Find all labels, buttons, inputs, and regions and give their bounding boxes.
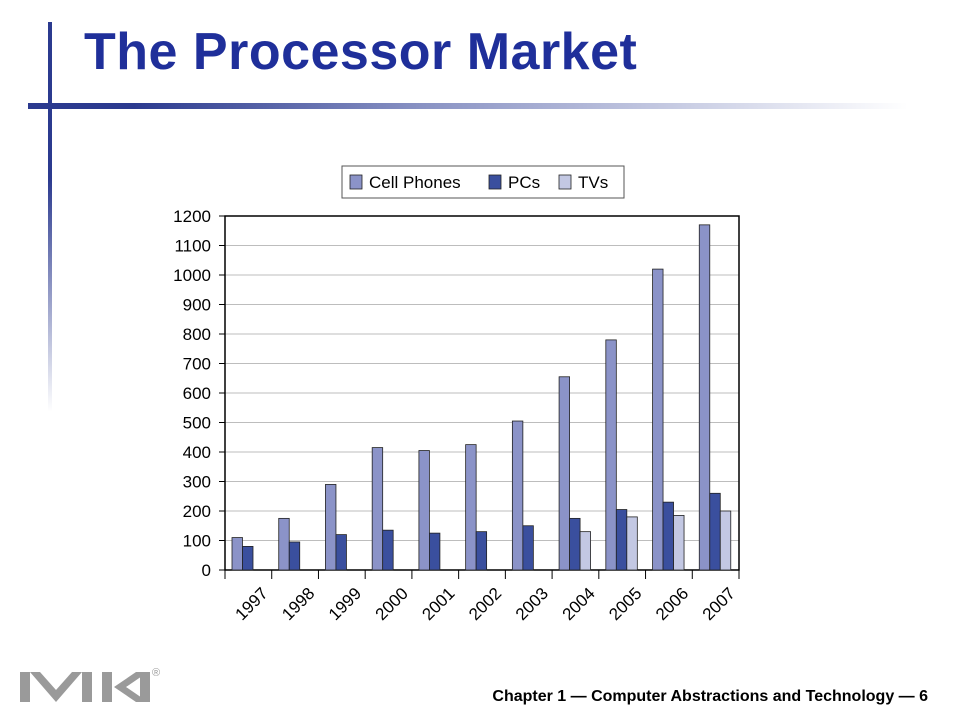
x-axis-ticks: 1997 1998 1999 2000 2001 2002 2003 2004 2005 2006… [224, 570, 740, 624]
bar-cell-phones [511, 420, 524, 571]
x-tick-label: 2005 [605, 584, 645, 624]
x-tick-label: 1999 [325, 584, 365, 624]
bar-cell-phones [231, 537, 243, 571]
bar-cell-phones [698, 224, 711, 571]
x-tick-label: 2003 [512, 584, 552, 624]
bar-pcs [475, 531, 488, 571]
y-tick-label: 1200 [173, 207, 211, 226]
y-tick-label: 600 [183, 384, 211, 403]
y-axis-ticks: 0 100 200 300 400 500 600 700 800 900 1000 1100 1200 [173, 207, 225, 580]
legend: Cell Phones PCs TVs [341, 165, 625, 199]
bar-pcs [662, 501, 674, 571]
bar-cell-phones [652, 268, 664, 571]
bar-pcs [615, 509, 628, 571]
y-tick-label: 200 [183, 502, 211, 521]
bar-cell-phones [465, 444, 477, 571]
x-tick-label: 2006 [652, 584, 692, 624]
y-tick-label: 300 [183, 473, 211, 492]
bar-tvs [626, 516, 638, 571]
legend-label: TVs [578, 173, 608, 192]
y-tick-label: 400 [183, 443, 211, 462]
bar-cell-phones [325, 484, 337, 571]
legend-label: PCs [508, 173, 540, 192]
x-tick-label: 2000 [372, 584, 412, 624]
y-tick-label: 1100 [174, 237, 211, 256]
bar-cell-phones [558, 376, 570, 571]
bar-pcs [382, 529, 394, 571]
bar-tvs [673, 515, 685, 571]
legend-box [341, 165, 625, 199]
x-tick-label: 1997 [231, 584, 271, 624]
bar-pcs [335, 534, 347, 571]
y-tick-label: 1000 [173, 266, 211, 285]
legend-swatch [488, 174, 502, 190]
bar-cell-phones [605, 339, 617, 571]
title-vertical-accent [48, 22, 52, 412]
bar-cell-phones [418, 450, 430, 571]
bar-pcs [242, 546, 254, 571]
mk-publisher-logo-icon: ® [20, 667, 160, 702]
y-tick-label: 700 [183, 355, 211, 374]
y-tick-label: 900 [183, 296, 211, 315]
x-tick-label: 2001 [418, 584, 458, 624]
y-tick-label: 800 [183, 325, 211, 344]
slide-title: The Processor Market [84, 23, 638, 81]
y-tick-label: 0 [202, 561, 211, 580]
bar-pcs [288, 541, 301, 571]
bar-cell-phones [371, 447, 384, 571]
slide-footer: Chapter 1 — Computer Abstractions and Te… [492, 688, 928, 705]
title-underline-accent [28, 103, 908, 109]
legend-swatch [558, 174, 572, 190]
bar-cell-phones [278, 517, 290, 571]
bar-tvs [579, 531, 591, 571]
bars [231, 224, 732, 571]
bar-pcs [429, 532, 441, 571]
x-tick-label: 2007 [699, 584, 739, 624]
x-tick-label: 2002 [465, 584, 505, 624]
bar-tvs [719, 510, 732, 571]
y-tick-label: 100 [183, 532, 211, 551]
bar-pcs [709, 492, 721, 571]
y-tick-label: 500 [183, 414, 211, 433]
x-tick-label: 1998 [278, 584, 318, 624]
bar-pcs [522, 525, 534, 571]
bar-pcs [569, 517, 581, 571]
legend-label: Cell Phones [369, 173, 461, 192]
registered-mark: ® [152, 667, 160, 679]
x-tick-label: 2004 [559, 584, 599, 624]
legend-swatch [349, 174, 363, 190]
